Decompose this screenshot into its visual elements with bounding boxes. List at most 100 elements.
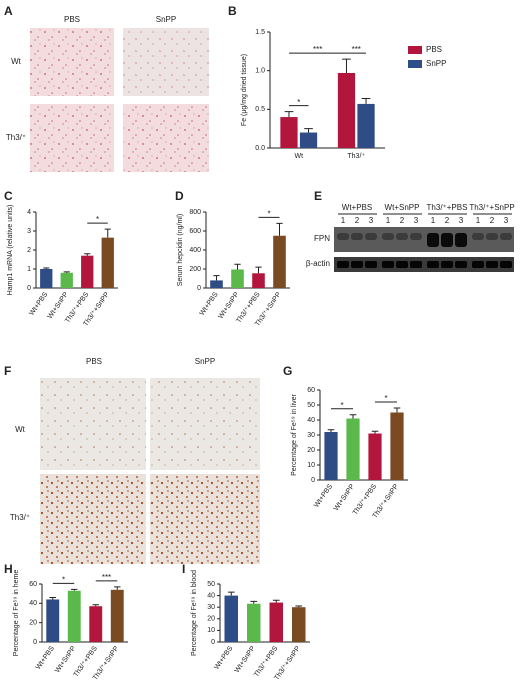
y-tick-label: 30 [207, 604, 215, 611]
band [427, 261, 439, 268]
lane-label: 1 [386, 216, 391, 225]
band [382, 233, 394, 240]
y-tick-label: 40 [207, 592, 215, 599]
panel-letter: A [4, 4, 13, 18]
lane-label: 3 [504, 216, 509, 225]
bar [337, 72, 356, 148]
group-label: Wt+PBS [342, 203, 372, 212]
row-label: Wt [11, 57, 22, 66]
x-tick-label: Wt+PBS [199, 291, 220, 317]
error-bar [276, 222, 283, 236]
y-tick-label: 30 [307, 432, 315, 439]
y-tick-label: 20 [207, 616, 215, 623]
row-label: FPN [314, 234, 330, 243]
band [351, 233, 363, 240]
lane-label: 1 [341, 216, 346, 225]
row-label: Th3/⁺ [6, 133, 26, 142]
bar [110, 589, 124, 642]
band [500, 233, 512, 240]
error-bar [43, 267, 50, 269]
error-bar [349, 414, 357, 419]
x-tick-label: Wt+SnPP [54, 645, 77, 674]
y-tick-label: 0 [27, 285, 31, 292]
bar [273, 235, 286, 288]
bar [81, 255, 94, 288]
y-tick-label: 3 [27, 228, 31, 235]
panel-letter: F [4, 364, 11, 378]
error-bar [92, 604, 99, 607]
bar [46, 599, 60, 642]
x-tick-label: Wt [294, 153, 303, 160]
bar [269, 602, 283, 642]
y-tick-label: 0.5 [255, 106, 265, 113]
band [351, 261, 363, 268]
band [382, 261, 394, 268]
error-bar [213, 275, 220, 281]
bar [280, 117, 298, 148]
bar [368, 433, 382, 480]
panel-letter: I [182, 562, 185, 576]
histology-image [123, 104, 209, 172]
bar [101, 237, 114, 288]
chart: I Percentage of Fe⁵⁹ in blood 0 10 20 30 40 50 W… [182, 562, 310, 682]
band [396, 233, 408, 240]
error-bar [327, 429, 335, 432]
band [337, 261, 349, 268]
legend-swatch [408, 60, 422, 68]
y-tick-label: 2 [27, 247, 31, 254]
column-label: SnPP [156, 15, 176, 24]
y-tick-label: 1.5 [255, 29, 265, 36]
y-tick-label: 20 [307, 447, 315, 454]
y-tick-label: 0 [211, 639, 215, 646]
band [472, 261, 484, 268]
x-tick-label: Wt+SnPP [333, 483, 356, 512]
significance-label: * [340, 401, 343, 410]
error-bar [295, 605, 303, 608]
band [486, 233, 498, 240]
bar [247, 603, 261, 642]
panel-letter: G [283, 364, 292, 378]
lane-label: 2 [355, 216, 360, 225]
y-axis-label: Fe (μg/mg dried tissue) [241, 54, 248, 126]
column-label: PBS [64, 15, 80, 24]
y-tick-label: 800 [189, 209, 201, 216]
error-bar [104, 228, 111, 238]
lane-label: 1 [476, 216, 481, 225]
y-tick-label: 1.0 [255, 68, 265, 75]
significance-label: * [96, 215, 99, 224]
y-tick-label: 600 [189, 228, 201, 235]
blot-strip [334, 227, 514, 252]
error-bar [255, 266, 262, 274]
bar [67, 590, 81, 642]
column-label: SnPP [195, 357, 215, 366]
bar [346, 418, 360, 480]
panel-letter: B [228, 4, 237, 18]
x-tick-label: Wt+PBS [313, 483, 334, 509]
error-bar [234, 263, 241, 270]
error-bar [304, 128, 313, 133]
y-tick-label: 0 [197, 285, 201, 292]
bar [60, 272, 73, 288]
band [365, 261, 377, 268]
lane-label: 3 [414, 216, 419, 225]
column-label: PBS [86, 357, 102, 366]
histology-image [150, 474, 260, 564]
band [500, 261, 512, 268]
panel-f: F PBS SnPP Wt Th3/⁺ [4, 357, 260, 564]
significance-label: * [62, 575, 65, 584]
y-axis-label: Percentage of Fe⁵⁹ in heme [13, 570, 20, 657]
y-tick-label: 200 [189, 266, 201, 273]
error-bar [114, 586, 121, 590]
bar [40, 269, 53, 288]
y-tick-label: 50 [207, 581, 215, 588]
error-bar [284, 111, 294, 118]
y-axis-label: Percentage of Fe⁵⁹ in liver [291, 393, 298, 475]
significance-label: * [267, 210, 270, 219]
bar [252, 273, 265, 288]
y-tick-label: 10 [307, 462, 315, 469]
chart: D Serum hepcidin (ng/ml) 0 200 400 600 800 Wt+P… [175, 189, 290, 328]
bar [324, 432, 338, 480]
